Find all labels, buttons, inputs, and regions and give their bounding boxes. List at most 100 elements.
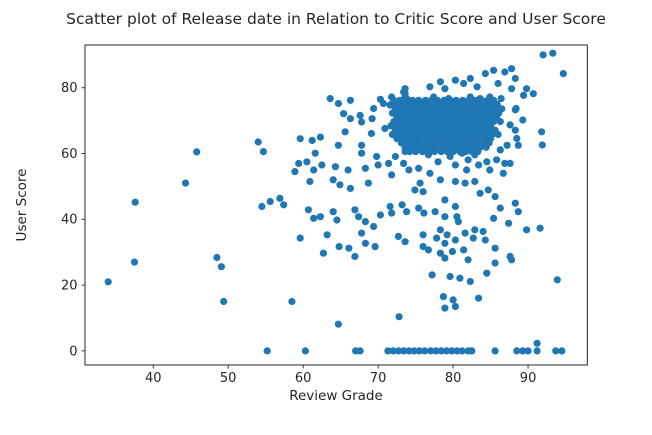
scatter-point [533, 339, 541, 347]
scatter-point [356, 111, 364, 119]
scatter-point [491, 347, 499, 355]
scatter-point [501, 159, 509, 167]
scatter-point [361, 164, 369, 172]
scatter-point [426, 169, 434, 177]
scatter-point [401, 85, 409, 93]
scatter-point [329, 208, 337, 216]
scatter-point [301, 347, 309, 355]
scatter-point [263, 347, 271, 355]
scatter-point [386, 202, 394, 211]
scatter-point [400, 159, 408, 167]
scatter-point [410, 347, 418, 355]
scatter-point [364, 179, 372, 187]
scatter-point [296, 135, 304, 143]
scatter-point [491, 259, 499, 267]
scatter-point [326, 95, 334, 103]
scatter-point [479, 227, 487, 236]
scatter-point [511, 126, 519, 134]
scatter-point [463, 166, 471, 174]
scatter-point [398, 201, 406, 209]
scatter-point [341, 128, 349, 136]
scatter-point [259, 148, 267, 156]
scatter-point [451, 202, 459, 211]
scatter-point [436, 176, 444, 184]
scatter-point [524, 347, 532, 355]
scatter-point [345, 244, 353, 252]
scatter-point [471, 177, 479, 186]
scatter-point [306, 177, 314, 186]
scatter-point [213, 253, 221, 262]
scatter-point [295, 159, 303, 167]
scatter-point [401, 143, 409, 151]
scatter-point [104, 278, 112, 286]
scatter-point [391, 152, 399, 161]
scatter-point [471, 226, 479, 234]
scatter-point [394, 347, 402, 355]
scatter-point [310, 166, 318, 174]
scatter-point [254, 138, 262, 146]
scatter-point [490, 214, 498, 222]
scatter-point [505, 219, 513, 227]
scatter-point [376, 95, 384, 103]
scatter-point [437, 347, 445, 355]
scatter-point [432, 347, 440, 355]
scatter-point [387, 100, 395, 109]
scatter-point [493, 156, 501, 164]
scatter-point [536, 224, 544, 232]
scatter-point [468, 347, 476, 355]
scatter-point [473, 83, 481, 91]
scatter-point [514, 208, 522, 216]
y-tick-label-60: 60 [61, 147, 78, 162]
scatter-point [427, 347, 435, 355]
scatter-point [549, 49, 557, 57]
scatter-point [370, 222, 378, 231]
scatter-point [443, 148, 451, 156]
scatter-point [448, 247, 456, 256]
scatter-point [461, 179, 469, 187]
scatter-point [449, 296, 457, 304]
scatter-point [415, 347, 423, 355]
scatter-point [451, 76, 459, 84]
scatter-point [368, 115, 376, 123]
scatter-point [334, 141, 342, 149]
scatter-point [436, 226, 444, 234]
scatter-point [376, 211, 384, 219]
scatter-point [558, 347, 566, 355]
scatter-point [506, 252, 514, 261]
scatter-point [482, 143, 490, 151]
scatter-point [217, 263, 225, 271]
scatter-point [454, 218, 462, 226]
scatter-point [449, 148, 457, 156]
scatter-point [420, 209, 428, 217]
scatter-point [388, 109, 396, 117]
scatter-point [466, 277, 474, 286]
scatter-point [496, 204, 504, 212]
scatter-point [533, 347, 541, 355]
scatter-point [453, 347, 461, 355]
scatter-point [358, 118, 366, 126]
scatter-point [303, 158, 311, 166]
scatter-point [494, 130, 502, 139]
scatter-point [451, 236, 459, 244]
scatter-point [499, 169, 507, 177]
x-axis: 40 50 60 70 80 90 [145, 365, 536, 386]
scatter-point [494, 79, 502, 88]
scatter-point [276, 194, 284, 202]
scatter-point [181, 179, 190, 187]
scatter-point [193, 148, 201, 156]
plot-frame [84, 44, 588, 366]
scatter-point [403, 208, 411, 216]
scatter-point [441, 254, 449, 262]
scatter-point [490, 66, 498, 74]
scatter-point [428, 271, 436, 279]
scatter-point [458, 347, 466, 355]
scatter-point [538, 128, 546, 136]
scatter-point [419, 243, 427, 251]
scatter-point [381, 124, 389, 133]
scatter-point [319, 249, 327, 257]
x-tick-label-60: 60 [295, 371, 312, 386]
scatter-point [316, 213, 324, 221]
scatter-point [393, 135, 401, 143]
scatter-point [511, 74, 519, 83]
